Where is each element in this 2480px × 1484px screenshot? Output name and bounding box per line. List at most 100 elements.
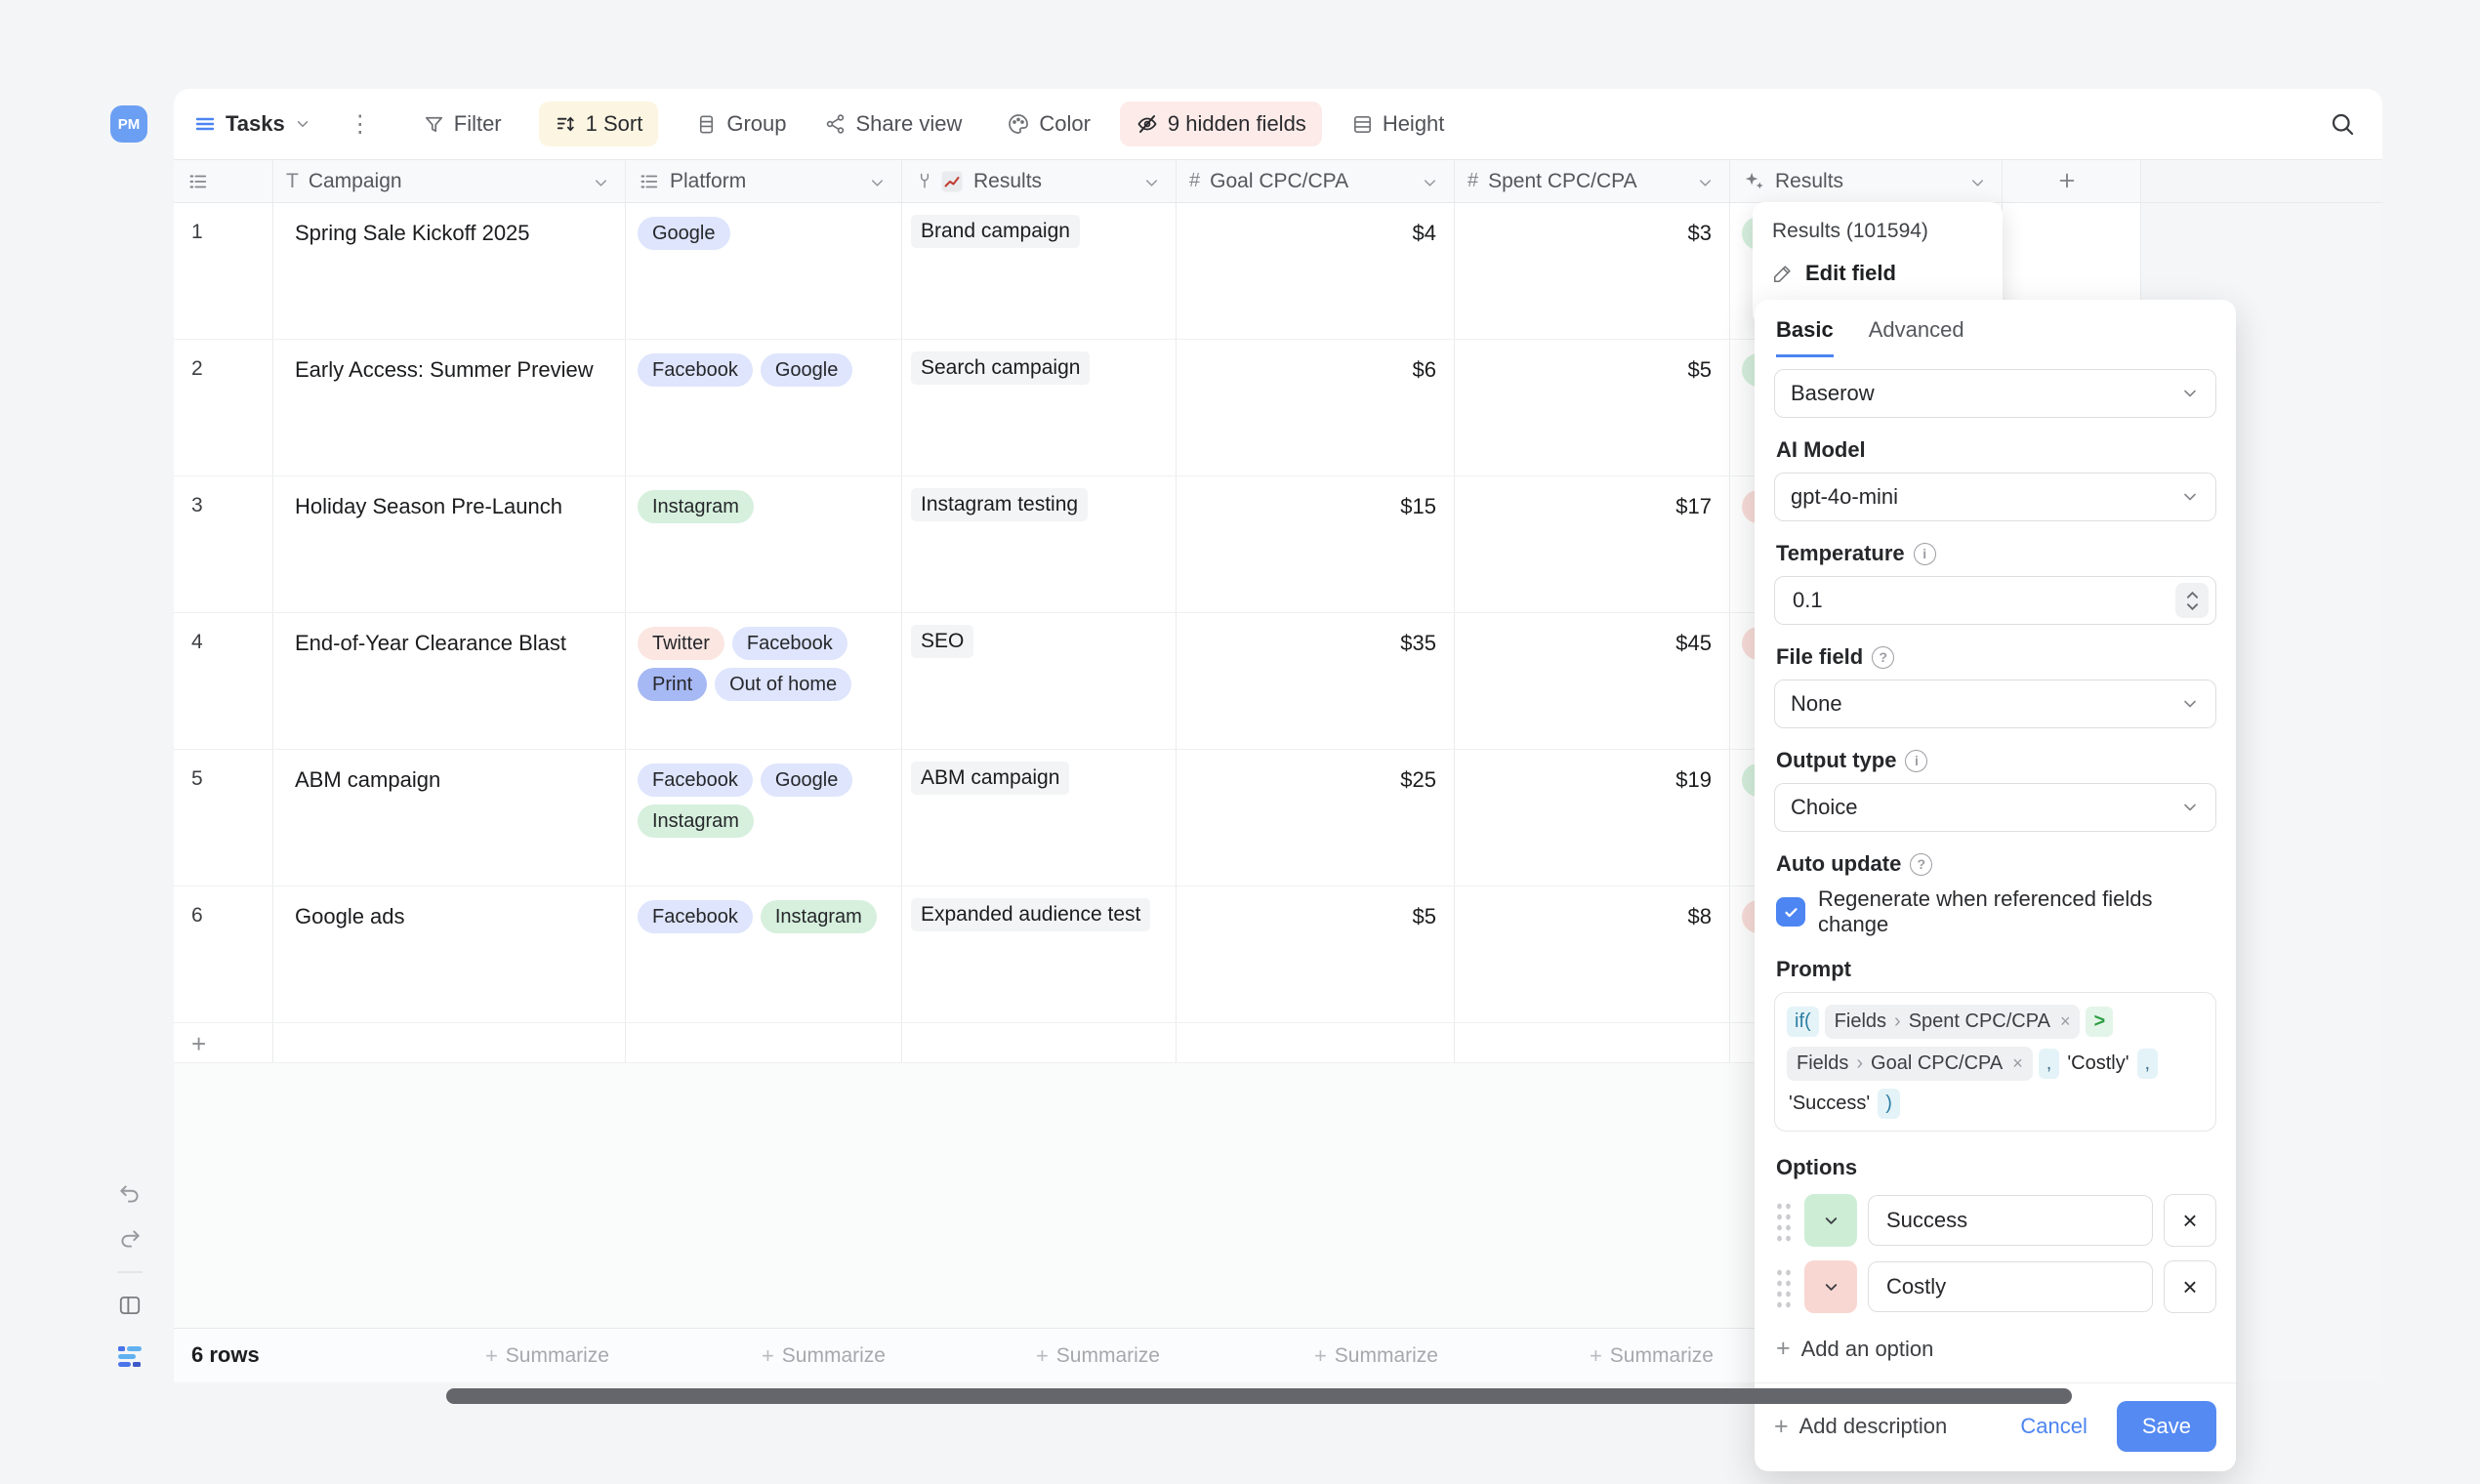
question-icon[interactable]: ? [1910, 852, 1933, 876]
edit-field-menu-item[interactable]: Edit field [1772, 261, 1983, 286]
hidden-fields-button[interactable]: 9 hidden fields [1119, 102, 1322, 146]
avatar[interactable]: PM [110, 105, 147, 143]
cell-goal[interactable]: $25 [1400, 767, 1436, 792]
cell-spent[interactable]: $45 [1675, 631, 1712, 655]
view-menu[interactable]: Tasks [193, 111, 311, 137]
group-button[interactable]: Group [695, 111, 787, 137]
view-switcher-button[interactable] [115, 1341, 145, 1371]
cell-platform[interactable]: Facebook Instagram [638, 900, 889, 933]
cell-platform[interactable]: Facebook Google [638, 353, 889, 387]
cell-campaign[interactable]: ABM campaign [295, 767, 441, 792]
prompt-formula-input[interactable]: if(Fields › Spent CPC/CPA × > Fields › Goal CPC… [1774, 992, 2216, 1132]
cell-goal[interactable]: $6 [1412, 357, 1436, 382]
cell-goal[interactable]: $35 [1400, 631, 1436, 655]
cell-platform[interactable]: Google [638, 217, 889, 250]
share-view-button[interactable]: Share view [824, 111, 962, 137]
column-header-chevron[interactable] [1696, 174, 1715, 192]
search-button[interactable] [2328, 109, 2357, 139]
column-header-chevron[interactable] [1968, 174, 1987, 192]
cell-spent[interactable]: $17 [1675, 494, 1712, 518]
cell-goal[interactable]: $5 [1412, 904, 1436, 928]
cell-campaign[interactable]: Holiday Season Pre-Launch [295, 494, 562, 518]
cell-results[interactable]: Instagram testing [911, 488, 1089, 521]
tab-advanced[interactable]: Advanced [1868, 317, 1964, 342]
cell-platform[interactable]: Facebook Google Instagram [638, 763, 889, 838]
cell-campaign[interactable]: Spring Sale Kickoff 2025 [295, 221, 530, 245]
color-button[interactable]: Color [1007, 111, 1091, 137]
cell-campaign[interactable]: Early Access: Summer Preview [295, 357, 594, 382]
column-header-goal[interactable]: # Goal CPC/CPA [1176, 159, 1454, 203]
column-header-chevron[interactable] [592, 174, 610, 192]
remove-chip-icon[interactable]: × [2012, 1053, 2023, 1073]
column-header-chevron[interactable] [1421, 174, 1439, 192]
cell-results[interactable]: Expanded audience test [911, 898, 1151, 931]
temperature-stepper[interactable] [2175, 583, 2209, 618]
add-field-button[interactable] [2056, 170, 2078, 191]
column-header-results_ai[interactable]: Results [1729, 159, 2002, 203]
row-select-header[interactable] [174, 159, 272, 203]
question-icon[interactable]: ? [1872, 645, 1895, 669]
cell-platform[interactable]: Instagram [638, 490, 889, 523]
add-option-button[interactable]: + Add an option [1776, 1335, 2214, 1363]
tab-basic[interactable]: Basic [1776, 317, 1834, 357]
output-type-select[interactable]: Choice [1774, 783, 2216, 832]
cell-results[interactable]: SEO [911, 625, 974, 658]
cell-spent[interactable]: $19 [1675, 767, 1712, 792]
cell-campaign[interactable]: Google ads [295, 904, 405, 928]
option-label-input[interactable] [1868, 1261, 2153, 1312]
summarize-button[interactable]: + Summarize [1176, 1343, 1438, 1369]
drag-handle-icon[interactable] [1774, 1265, 1794, 1308]
column-header-campaign[interactable]: T Campaign [272, 159, 625, 203]
delete-option-button[interactable]: × [2164, 1260, 2216, 1313]
file-field-select[interactable]: None [1774, 680, 2216, 728]
cell-spent[interactable]: $5 [1687, 357, 1712, 382]
cell-results[interactable]: Brand campaign [911, 215, 1080, 248]
column-header-chevron[interactable] [868, 174, 887, 192]
color-palette-icon [1009, 114, 1029, 134]
ai-provider-select[interactable]: Baserow [1774, 369, 2216, 418]
option-label-input[interactable] [1868, 1195, 2153, 1246]
cell-spent[interactable]: $3 [1687, 221, 1712, 245]
option-color-swatch[interactable] [1804, 1260, 1857, 1313]
summarize-button[interactable]: + Summarize [901, 1343, 1160, 1369]
redo-button[interactable] [115, 1224, 145, 1254]
cell-results[interactable]: ABM campaign [911, 762, 1070, 795]
view-options-kebab[interactable]: ⋮ [348, 110, 372, 138]
group-icon [700, 115, 714, 133]
cell-goal[interactable]: $15 [1400, 494, 1436, 518]
cell-results[interactable]: Search campaign [911, 351, 1091, 385]
auto-update-checkbox[interactable] [1776, 897, 1805, 927]
horizontal-scrollbar[interactable] [446, 1388, 2072, 1404]
save-button[interactable]: Save [2116, 1401, 2216, 1452]
add-row-button[interactable]: + [191, 1029, 207, 1058]
sidebar-toggle-button[interactable] [115, 1291, 145, 1320]
summarize-button[interactable]: + Summarize [1454, 1343, 1714, 1369]
cell-campaign[interactable]: End-of-Year Clearance Blast [295, 631, 567, 655]
grid-view-color-icon [118, 1345, 142, 1367]
column-header-results[interactable]: Results [901, 159, 1176, 203]
cell-goal[interactable]: $4 [1412, 221, 1436, 245]
delete-option-button[interactable]: × [2164, 1194, 2216, 1247]
column-header-spent[interactable]: # Spent CPC/CPA [1454, 159, 1729, 203]
field-reference-chip[interactable]: Fields › Goal CPC/CPA × [1787, 1047, 2033, 1081]
filter-button[interactable]: Filter [423, 111, 502, 137]
add-description-button[interactable]: + Add description [1774, 1413, 1947, 1441]
column-header-chevron[interactable] [1142, 174, 1161, 192]
remove-chip-icon[interactable]: × [2059, 1011, 2071, 1031]
cell-spent[interactable]: $8 [1687, 904, 1712, 928]
temperature-input[interactable] [1791, 577, 2167, 624]
info-icon[interactable]: i [1913, 542, 1936, 565]
field-reference-chip[interactable]: Fields › Spent CPC/CPA × [1824, 1005, 2081, 1039]
cancel-button[interactable]: Cancel [2020, 1414, 2087, 1438]
column-header-platform[interactable]: Platform [625, 159, 901, 203]
option-color-swatch[interactable] [1804, 1194, 1857, 1247]
ai-model-select[interactable]: gpt-4o-mini [1774, 473, 2216, 521]
undo-button[interactable] [115, 1179, 145, 1209]
summarize-button[interactable]: + Summarize [625, 1343, 886, 1369]
row-height-button[interactable]: Height [1351, 111, 1444, 137]
summarize-button[interactable]: + Summarize [272, 1343, 609, 1369]
info-icon[interactable]: i [1905, 749, 1928, 772]
drag-handle-icon[interactable] [1774, 1199, 1794, 1242]
sort-button[interactable]: 1 Sort [538, 102, 659, 146]
cell-platform[interactable]: Twitter Facebook Print Out of home [638, 627, 889, 701]
